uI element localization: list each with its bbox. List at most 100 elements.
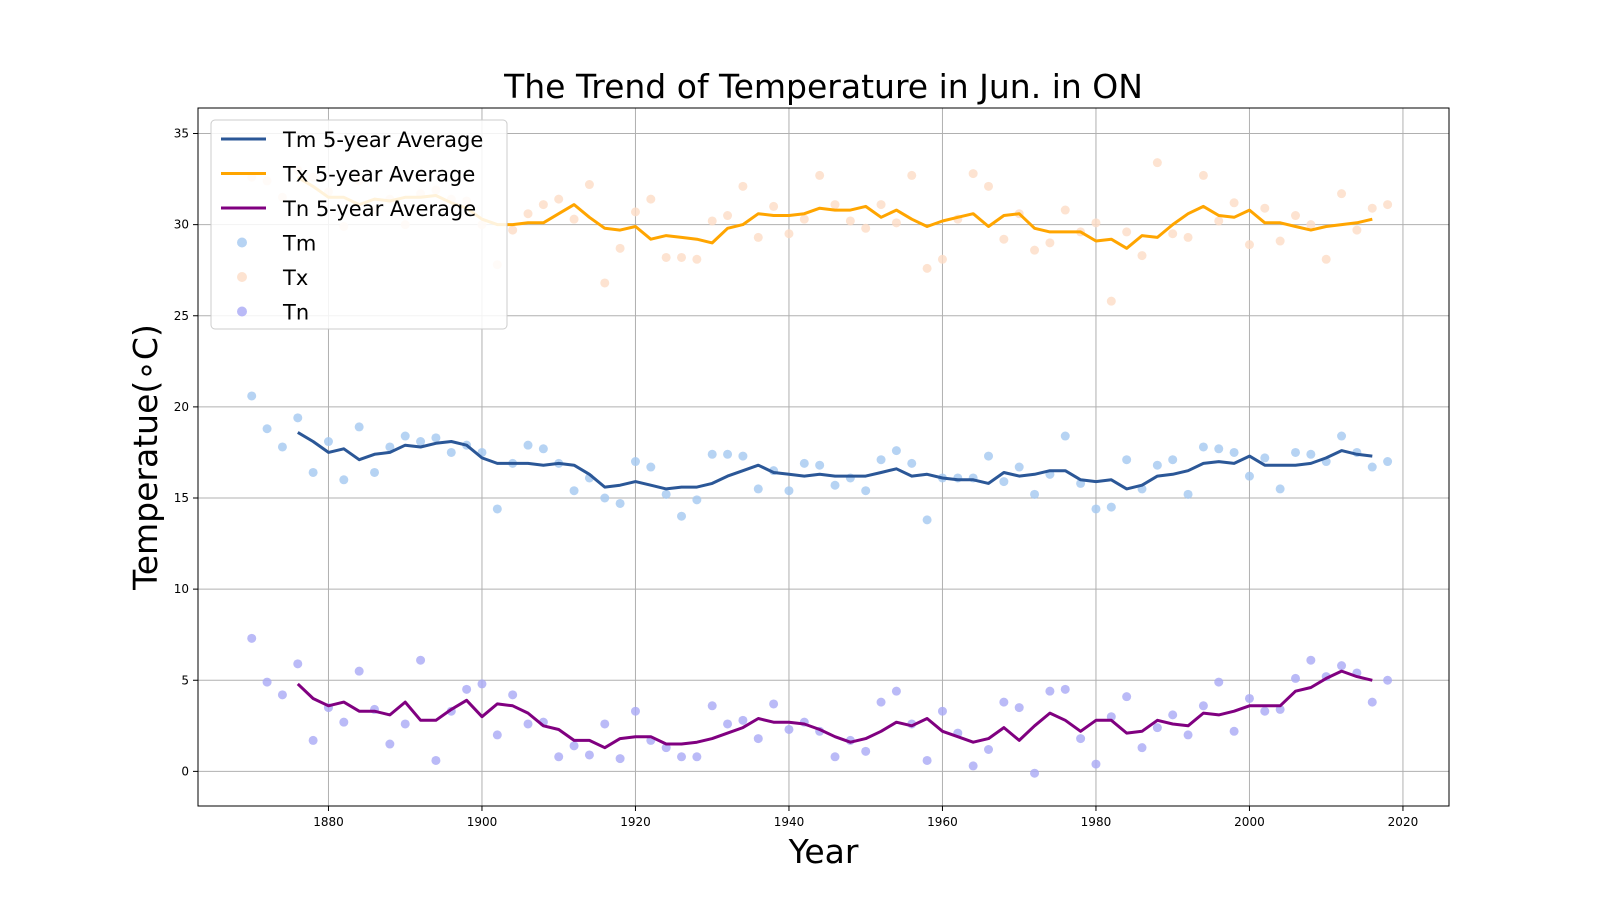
legend-tm-5-year-average-label: Tm 5-year Average	[282, 128, 483, 152]
x-tick-label: 1880	[313, 815, 344, 829]
tn-point	[1014, 703, 1024, 713]
tm-point	[1014, 462, 1024, 472]
tm-point	[784, 486, 794, 496]
tm-point	[370, 467, 380, 477]
tx-point	[937, 254, 947, 264]
tn-point	[1076, 734, 1086, 744]
tm-5-year-average-line	[297, 431, 1373, 491]
y-tick-label: 0	[181, 764, 189, 778]
tn-point	[999, 697, 1009, 707]
tm-point	[492, 504, 502, 514]
x-axis-label: Year	[788, 832, 859, 871]
tn-point	[692, 752, 702, 762]
tn-point	[922, 755, 932, 765]
tn-point	[1060, 684, 1070, 694]
axis-ticks: 1880 1900 1920 1940 1960 1980 2000 2020 0 5 10 15 20…	[174, 127, 1419, 829]
tx-point	[830, 200, 840, 210]
y-tick-label: 30	[174, 218, 189, 232]
tx-point	[968, 169, 978, 179]
tx-point	[523, 209, 533, 219]
tx-point	[584, 180, 594, 190]
tm-point	[538, 444, 548, 454]
tn-point	[784, 724, 794, 734]
tn-point	[1244, 693, 1254, 703]
legend-tx-marker	[237, 272, 247, 282]
tx-point	[1198, 170, 1208, 180]
tm-point	[1106, 502, 1116, 512]
grid-lines	[198, 108, 1449, 806]
legend-box	[210, 119, 508, 330]
tm-point	[262, 424, 272, 434]
tm-point	[293, 413, 303, 423]
legend-tm-marker	[237, 237, 247, 248]
tx-point	[1214, 216, 1224, 226]
tx-point	[753, 232, 763, 242]
tn-point	[416, 655, 426, 665]
x-tick-label: 1920	[620, 815, 651, 829]
tn-point	[385, 739, 395, 749]
tx-point	[508, 225, 518, 235]
tn-point	[677, 752, 687, 762]
tn-point	[1214, 677, 1224, 687]
tx-point	[1244, 240, 1254, 250]
tx-point	[600, 278, 610, 288]
tm-point	[523, 440, 533, 450]
tm-point	[799, 458, 809, 468]
tx-point	[692, 254, 702, 264]
tn-point	[308, 735, 318, 745]
tn-point	[477, 679, 487, 689]
tx-point	[1030, 245, 1040, 255]
tn-point	[584, 750, 594, 760]
tm-point	[615, 498, 625, 508]
tm-point	[1122, 455, 1132, 465]
tx-point	[1337, 189, 1347, 199]
tx-point	[784, 229, 794, 239]
tn-point	[1291, 673, 1301, 683]
tx-point	[1367, 203, 1377, 213]
tn-point	[1183, 730, 1193, 740]
tm-point	[661, 489, 671, 499]
y-tick-label: 5	[181, 673, 189, 687]
tm-point	[1260, 453, 1270, 463]
tn-point	[1383, 675, 1393, 685]
tx-point	[1152, 158, 1162, 168]
tn-point	[508, 690, 518, 700]
tx-point	[1321, 254, 1331, 264]
tn-point	[769, 699, 779, 709]
tm-point	[984, 451, 994, 461]
tx-point	[538, 200, 548, 210]
tn-point	[1260, 706, 1270, 716]
tm-point	[1275, 484, 1285, 494]
tx-point	[1275, 236, 1285, 246]
tm-point	[1367, 462, 1377, 472]
legend-tn-label: Tn	[282, 301, 309, 325]
tx-point	[738, 181, 748, 191]
tm-point	[861, 486, 871, 496]
tn-point	[1137, 743, 1147, 753]
tm-point	[646, 462, 656, 472]
tn-point	[861, 746, 871, 756]
tm-point	[753, 484, 763, 494]
chart-title: The Trend of Temperature in Jun. in ON	[503, 67, 1143, 106]
tm-point	[707, 449, 717, 459]
tx-point	[615, 243, 625, 253]
tn-point	[492, 730, 502, 740]
tm-point	[416, 437, 426, 447]
tx-point	[1291, 211, 1301, 221]
tx-point	[723, 211, 733, 221]
tm-point	[308, 467, 318, 477]
tx-point	[554, 194, 564, 204]
tx-point	[1122, 227, 1132, 237]
tx-point	[1137, 251, 1147, 261]
tx-point	[1383, 200, 1393, 210]
tx-point	[1306, 220, 1316, 230]
tn-point	[277, 690, 287, 700]
tx-point	[876, 200, 886, 210]
tm-point	[1291, 447, 1301, 457]
tn-point	[876, 697, 886, 707]
tn-point	[1337, 661, 1347, 671]
tn-point	[753, 734, 763, 744]
y-tick-label: 10	[174, 582, 189, 596]
tx-point	[1091, 218, 1101, 228]
tn-point	[937, 706, 947, 716]
